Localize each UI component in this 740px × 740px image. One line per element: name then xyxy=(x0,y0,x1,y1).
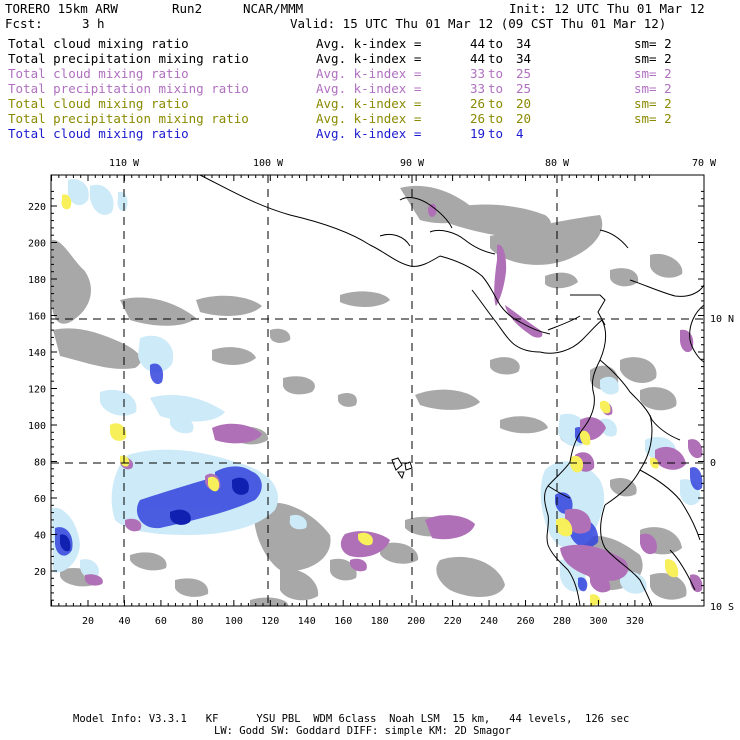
x-tick-label: 100 xyxy=(225,616,243,627)
legend-kindex-4: Avg. k-index = xyxy=(316,81,422,96)
longitude-label: 100 W xyxy=(253,158,284,169)
legend-sm-3: sm= 2 xyxy=(634,66,672,81)
legend-sm-2: sm= 2 xyxy=(634,51,672,66)
legend-from-2: 44 xyxy=(470,51,486,66)
legend-field-7: Total cloud mixing ratio xyxy=(8,126,189,141)
x-tick-label: 240 xyxy=(480,616,498,627)
x-tick-label: 140 xyxy=(298,616,316,627)
x-tick-label: 40 xyxy=(118,616,130,627)
legend-to-5: 20 xyxy=(516,96,532,111)
legend-to-word-7: to xyxy=(488,126,504,141)
y-tick-label: 120 xyxy=(28,385,46,396)
legend-to-word-2: to xyxy=(488,51,504,66)
run-label: Run2 xyxy=(172,1,203,16)
x-tick-label: 160 xyxy=(334,616,352,627)
tick-marks xyxy=(51,175,704,606)
legend-to-1: 34 xyxy=(516,36,532,51)
legend-kindex-7: Avg. k-index = xyxy=(316,126,422,141)
init-time: Init: 12 UTC Thu 01 Mar 12 xyxy=(509,1,705,16)
legend-field-4: Total precipitation mixing ratio xyxy=(8,81,249,96)
longitude-label: 90 W xyxy=(400,158,425,169)
legend-to-word-5: to xyxy=(488,96,504,111)
graticule xyxy=(51,175,704,606)
forecast-hours: 3 h xyxy=(82,16,105,31)
y-tick-label: 100 xyxy=(28,421,46,432)
legend-kindex-5: Avg. k-index = xyxy=(316,96,422,111)
x-tick-label: 320 xyxy=(626,616,644,627)
legend-to-word-3: to xyxy=(488,66,504,81)
x-tick-label: 120 xyxy=(261,616,279,627)
legend-kindex-2: Avg. k-index = xyxy=(316,51,422,66)
legend-to-6: 20 xyxy=(516,111,532,126)
legend-sm-5: sm= 2 xyxy=(634,96,672,111)
legend-field-5: Total cloud mixing ratio xyxy=(8,96,189,111)
plot-frame xyxy=(50,174,705,607)
legend-from-6: 26 xyxy=(470,111,486,126)
center-label: NCAR/MMM xyxy=(243,1,304,16)
physics-info: LW: Godd SW: Goddard DIFF: simple KM: 2D… xyxy=(214,725,512,737)
latitude-label: 10 N xyxy=(710,314,734,325)
legend-from-4: 33 xyxy=(470,81,486,96)
legend-kindex-3: Avg. k-index = xyxy=(316,66,422,81)
y-tick-label: 160 xyxy=(28,312,46,323)
x-tick-label: 20 xyxy=(82,616,94,627)
y-tick-label: 60 xyxy=(34,494,46,505)
legend-from-1: 44 xyxy=(470,36,486,51)
y-tick-label: 220 xyxy=(28,202,46,213)
legend-to-2: 34 xyxy=(516,51,532,66)
legend-to-4: 25 xyxy=(516,81,532,96)
legend-field-3: Total cloud mixing ratio xyxy=(8,66,189,81)
x-tick-label: 220 xyxy=(444,616,462,627)
legend-to-7: 4 xyxy=(516,126,524,141)
legend-to-word-4: to xyxy=(488,81,504,96)
x-tick-label: 80 xyxy=(191,616,203,627)
legend-kindex-6: Avg. k-index = xyxy=(316,111,422,126)
tick-labels: 20 40 60 80 100 120 140 160 180 200 220 240 260 280 30… xyxy=(28,202,644,627)
legend-from-5: 26 xyxy=(470,96,486,111)
dark-blue-areas xyxy=(60,477,249,552)
y-tick-label: 140 xyxy=(28,348,46,359)
legend-field-6: Total precipitation mixing ratio xyxy=(8,111,249,126)
y-tick-label: 180 xyxy=(28,275,46,286)
valid-time: Valid: 15 UTC Thu 01 Mar 12 (09 CST Thu … xyxy=(290,16,667,31)
y-tick-label: 40 xyxy=(34,531,46,542)
x-tick-label: 60 xyxy=(155,616,167,627)
x-tick-label: 180 xyxy=(371,616,389,627)
legend-sm-4: sm= 2 xyxy=(634,81,672,96)
model-info: Model Info: V3.3.1 KF YSU PBL WDM 6class… xyxy=(73,713,630,725)
yellow-areas xyxy=(61,194,679,606)
longitude-label: 110 W xyxy=(109,158,140,169)
latitude-label: 0 xyxy=(710,458,716,469)
x-tick-label: 260 xyxy=(516,616,534,627)
longitude-label: 80 W xyxy=(545,158,570,169)
model-name: TORERO 15km ARW xyxy=(5,1,118,16)
legend-to-3: 25 xyxy=(516,66,532,81)
y-tick-label: 80 xyxy=(34,458,46,469)
latitude-label: 10 S xyxy=(710,602,734,613)
y-tick-label: 200 xyxy=(28,239,46,250)
geo-labels: 110 W 100 W 90 W 80 W 70 W 10 N 0 10 S xyxy=(109,158,734,613)
coastlines xyxy=(199,175,704,606)
x-tick-label: 200 xyxy=(407,616,425,627)
legend-from-7: 19 xyxy=(470,126,486,141)
forecast-label: Fcst: xyxy=(5,16,43,31)
x-tick-label: 280 xyxy=(553,616,571,627)
x-tick-label: 300 xyxy=(589,616,607,627)
legend-to-word-1: to xyxy=(488,36,504,51)
purple-areas xyxy=(85,203,703,593)
legend-sm-1: sm= 2 xyxy=(634,36,672,51)
legend-field-1: Total cloud mixing ratio xyxy=(8,36,189,51)
legend-kindex-1: Avg. k-index = xyxy=(316,36,422,51)
legend-field-2: Total precipitation mixing ratio xyxy=(8,51,249,66)
longitude-label: 70 W xyxy=(692,158,717,169)
y-tick-label: 20 xyxy=(34,567,46,578)
legend-to-word-6: to xyxy=(488,111,504,126)
legend-sm-6: sm= 2 xyxy=(634,111,672,126)
legend-from-3: 33 xyxy=(470,66,486,81)
